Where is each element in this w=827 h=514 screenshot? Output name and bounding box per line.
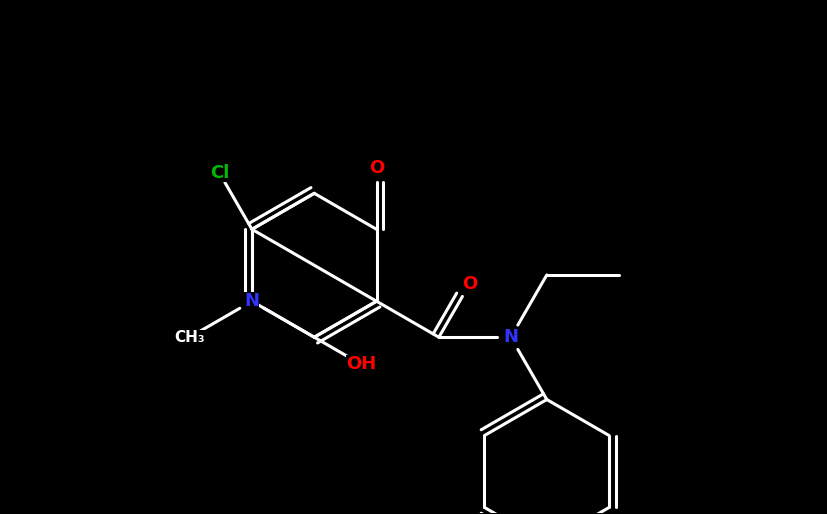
Text: CH₃: CH₃ [174,329,205,345]
Text: O: O [369,159,385,177]
Text: N: N [504,328,519,346]
Text: N: N [245,292,260,310]
Text: OH: OH [346,355,376,373]
Text: O: O [461,276,477,293]
Text: Cl: Cl [210,164,229,182]
